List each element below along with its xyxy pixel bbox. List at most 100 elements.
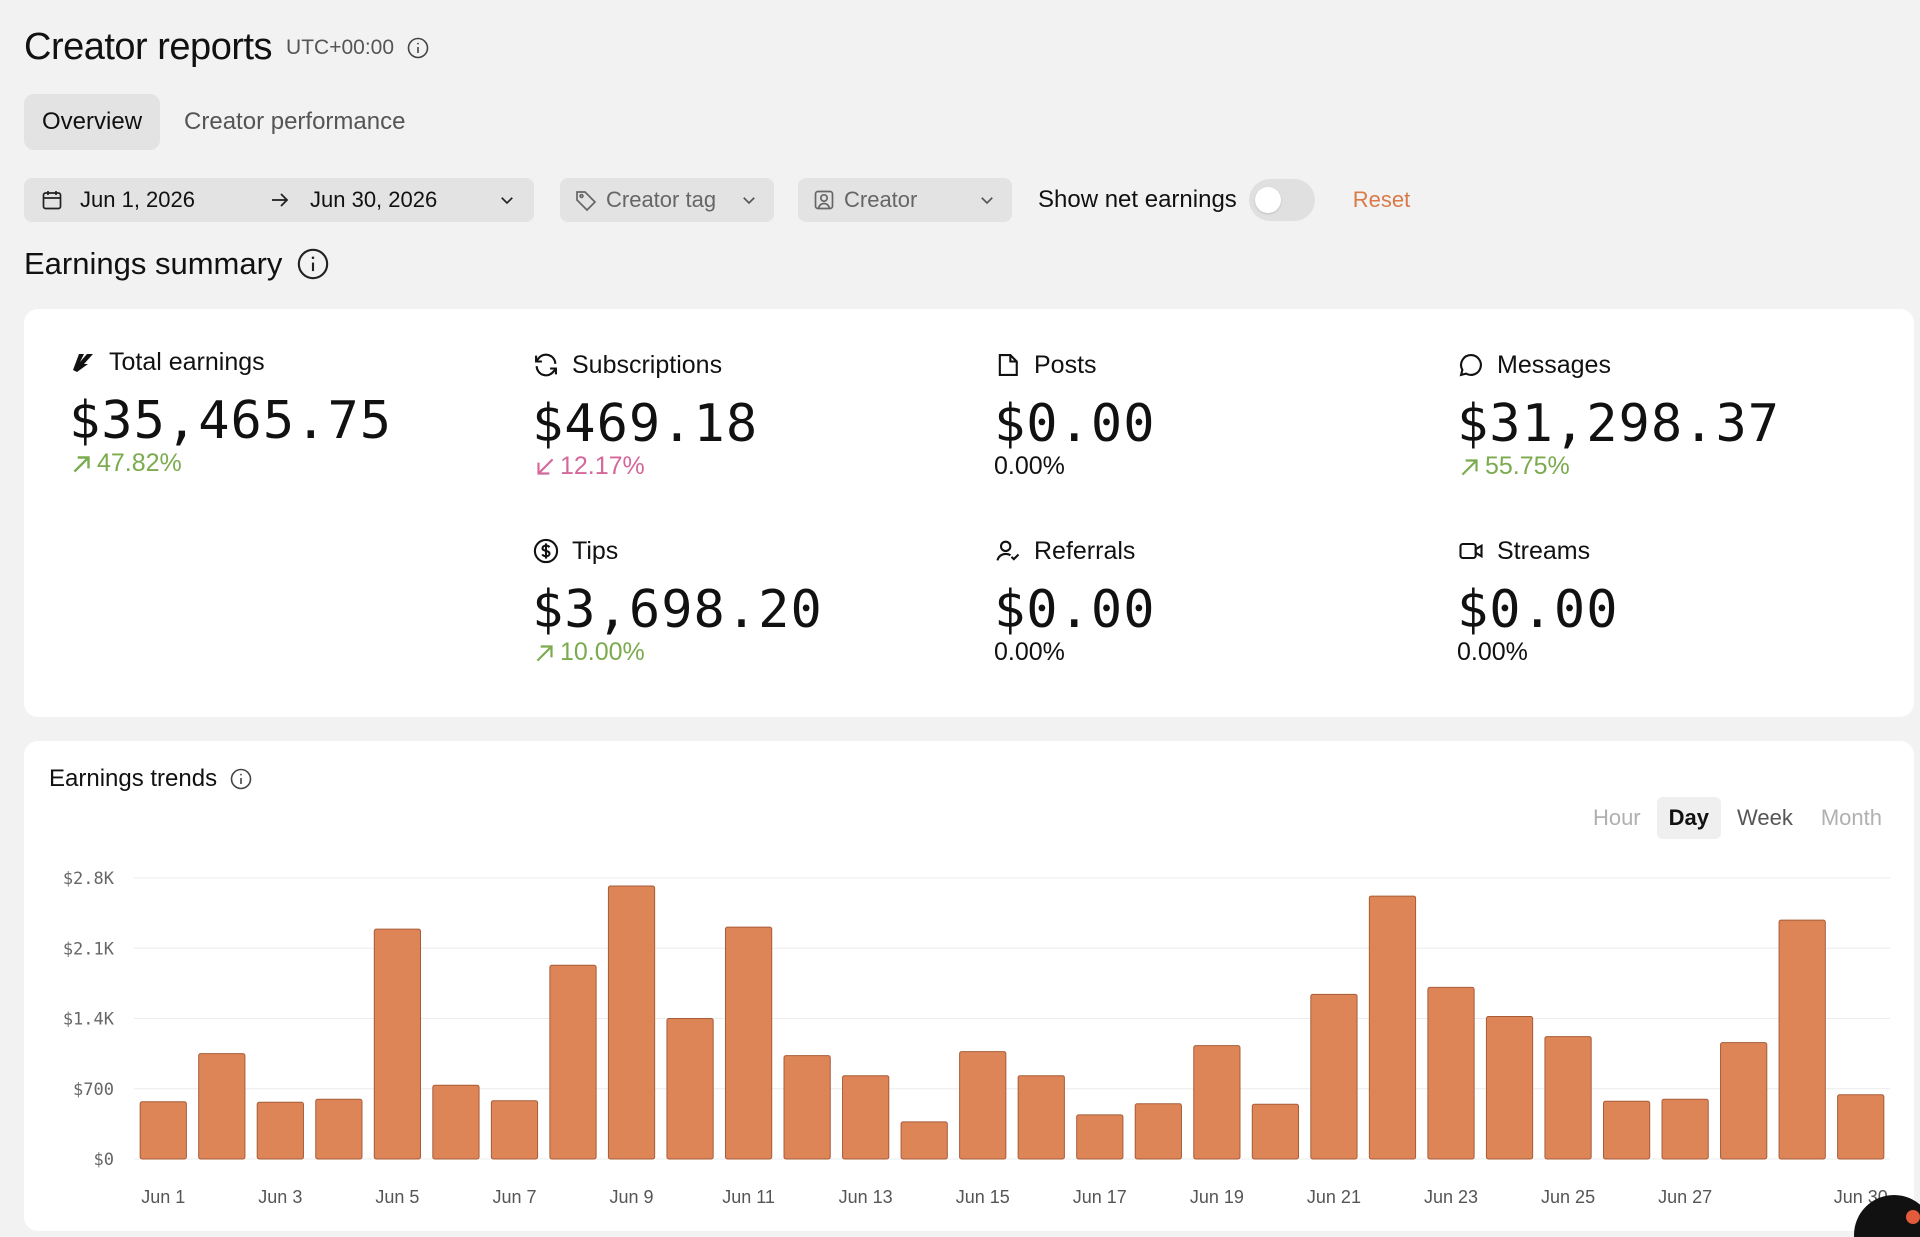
stat-label: Messages	[1497, 350, 1611, 379]
arrow-up-right-icon	[73, 455, 90, 472]
report-tabs: Overview Creator performance	[24, 94, 423, 150]
date-end[interactable]: Jun 30, 2026	[310, 187, 438, 212]
chart-bar	[783, 1055, 831, 1160]
document-icon	[998, 354, 1018, 376]
stat-change-value: 12.17%	[560, 452, 645, 480]
stat-subscriptions: Subscriptions $469.18 12.17%	[532, 350, 758, 481]
chart-bar	[959, 1051, 1007, 1160]
creator-placeholder: Creator	[844, 187, 918, 212]
date-range-picker[interactable]: Jun 1, 2026 Jun 30, 2026	[24, 178, 534, 222]
stat-change-value: 0.00%	[994, 638, 1065, 666]
tag-icon	[576, 191, 597, 212]
stat-label: Posts	[1034, 350, 1097, 379]
chart-bar	[432, 1084, 480, 1160]
tab-creator-performance[interactable]: Creator performance	[184, 108, 406, 135]
chart-bar	[1485, 1015, 1534, 1160]
chart-bar	[842, 1075, 890, 1160]
refresh-icon	[535, 353, 557, 377]
x-tick-label: Jun 7	[492, 1187, 536, 1207]
chart-bar	[315, 1098, 363, 1160]
earnings-trends-card: $0 $700 $1.4K $2.1K $2.8K Jun 1 Jun 3 Jun 5 Jun …	[24, 741, 1920, 1237]
stat-value: $0.00	[994, 580, 1156, 640]
stat-label: Total earnings	[109, 347, 265, 376]
x-tick-label: Jun 15	[956, 1187, 1010, 1207]
info-icon[interactable]	[406, 36, 430, 60]
info-icon[interactable]	[296, 247, 330, 281]
stat-change-value: 47.82%	[97, 449, 182, 477]
chart-bar	[1720, 1042, 1768, 1160]
chart-bar	[1017, 1075, 1065, 1160]
y-tick-label: $700	[73, 1080, 114, 1100]
chevron-down-icon	[981, 197, 993, 205]
stat-label: Tips	[572, 536, 619, 565]
stat-change: 55.75%	[1457, 452, 1780, 481]
stat-change: 0.00%	[994, 638, 1156, 667]
stat-value: $0.00	[994, 394, 1156, 454]
x-tick-label: Jun 19	[1190, 1187, 1244, 1207]
chart-bar	[1661, 1098, 1709, 1160]
granularity-week[interactable]: Week	[1737, 805, 1793, 830]
stat-value: $31,298.37	[1457, 394, 1781, 454]
stat-change-value: 55.75%	[1485, 452, 1570, 480]
net-earnings-toggle[interactable]	[1248, 179, 1315, 221]
granularity-hour[interactable]: Hour	[1592, 805, 1641, 830]
chart-bar	[1251, 1103, 1300, 1160]
x-tick-label: Jun 3	[258, 1187, 302, 1207]
chart-bar	[1193, 1045, 1241, 1160]
stat-change: 0.00%	[994, 452, 1156, 481]
tab-overview[interactable]: Overview	[24, 94, 161, 150]
creator-dropdown[interactable]: Creator	[798, 178, 1012, 222]
x-tick-label: Jun 27	[1658, 1187, 1712, 1207]
x-tick-label: Jun 9	[610, 1187, 654, 1207]
page-title: Creator reports	[24, 26, 273, 68]
stat-streams: Streams $0.00 0.00%	[1457, 536, 1619, 667]
stat-change-value: 0.00%	[994, 452, 1065, 480]
chart-bar	[666, 1018, 714, 1160]
toggle-knob	[1254, 187, 1281, 213]
chart-bar	[1368, 895, 1417, 1160]
chevron-down-icon	[501, 197, 513, 205]
stat-total-earnings: Total earnings $35,465.75 47.82%	[69, 347, 392, 478]
brand-icon	[73, 354, 93, 372]
stat-value: $35,465.75	[69, 391, 393, 451]
user-plus-icon	[996, 540, 1020, 561]
y-tick-label: $0	[94, 1150, 114, 1170]
stat-tips: Tips $3,698.20 10.00%	[532, 536, 823, 667]
chart-bar	[1076, 1114, 1124, 1160]
chart-bar	[724, 926, 773, 1160]
stat-posts: Posts $0.00 0.00%	[994, 350, 1156, 481]
stat-label: Subscriptions	[572, 350, 723, 379]
granularity-month[interactable]: Month	[1820, 805, 1882, 830]
earnings-summary-card: Total earnings $35,465.75 47.82% Subscri…	[24, 309, 1914, 717]
stat-value: $3,698.20	[532, 580, 823, 640]
message-icon	[1459, 354, 1482, 377]
chart-bar	[1837, 1094, 1885, 1160]
page-header: Creator reports UTC+00:00	[24, 26, 430, 69]
chart-bar	[1310, 993, 1358, 1160]
filter-bar: Jun 1, 2026 Jun 30, 2026 Creator tag Cre…	[24, 178, 1410, 222]
x-tick-label: Jun 25	[1541, 1187, 1595, 1207]
stat-label: Referrals	[1034, 536, 1136, 565]
y-tick-label: $2.1K	[63, 939, 115, 959]
y-tick-label: $1.4K	[63, 1010, 115, 1030]
creator-tag-dropdown[interactable]: Creator tag	[560, 178, 774, 222]
x-tick-label: Jun 11	[722, 1187, 775, 1207]
stat-change-value: 10.00%	[560, 638, 645, 666]
reset-button[interactable]: Reset	[1352, 187, 1411, 212]
chart-bar	[1602, 1100, 1651, 1160]
timezone-label: UTC+00:00	[286, 35, 395, 59]
earnings-trends-heading: Earnings trends	[49, 765, 253, 793]
chart-bar	[198, 1053, 246, 1160]
stat-messages: Messages $31,298.37 55.75%	[1457, 350, 1780, 481]
arrow-right-icon	[272, 193, 289, 207]
x-tick-label: Jun 13	[839, 1187, 893, 1207]
info-icon[interactable]	[229, 767, 253, 791]
granularity-day[interactable]: Day	[1656, 797, 1721, 839]
chart-bar	[1778, 919, 1826, 1160]
earnings-bar-chart: $0 $700 $1.4K $2.1K $2.8K Jun 1 Jun 3 Jun 5 Jun …	[63, 869, 1890, 1207]
chart-bar	[490, 1100, 539, 1160]
stat-change: 0.00%	[1457, 638, 1619, 667]
stat-change: 12.17%	[532, 452, 758, 481]
calendar-icon	[42, 191, 62, 210]
date-start[interactable]: Jun 1, 2026	[80, 187, 195, 212]
